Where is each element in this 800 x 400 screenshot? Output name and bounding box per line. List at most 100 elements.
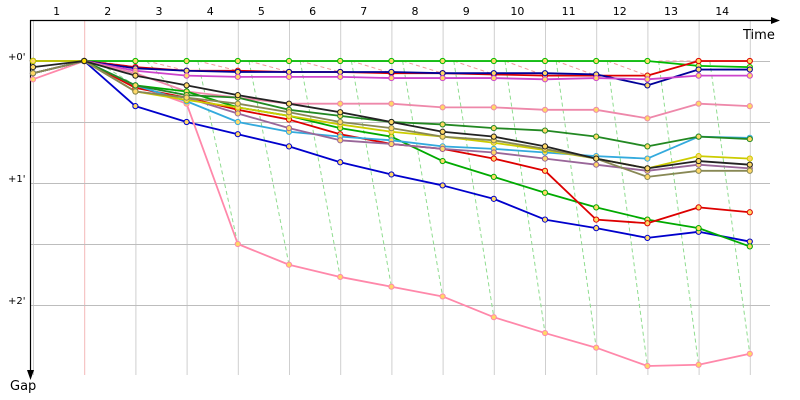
- data-point: [644, 76, 651, 83]
- data-point: [29, 76, 37, 83]
- data-point: [439, 128, 446, 135]
- data-point: [746, 66, 753, 73]
- data-point: [337, 109, 344, 116]
- data-point: [132, 82, 139, 89]
- data-point: [746, 135, 753, 143]
- data-point: [285, 109, 293, 116]
- data-point: [29, 64, 37, 71]
- data-point: [234, 100, 241, 107]
- data-point: [183, 94, 190, 101]
- data-point: [490, 104, 497, 111]
- y-tick-label: +2': [8, 296, 26, 307]
- data-point: [439, 293, 446, 300]
- data-point: [388, 118, 395, 126]
- data-point: [746, 57, 753, 65]
- data-point: [388, 100, 395, 107]
- data-point: [746, 243, 753, 250]
- lap-link-line: [453, 60, 494, 75]
- data-point: [541, 57, 549, 65]
- data-point: [746, 103, 753, 110]
- data-point: [541, 216, 549, 223]
- data-point: [388, 171, 395, 178]
- data-point: [183, 118, 190, 126]
- data-point: [183, 82, 190, 89]
- data-point: [132, 72, 139, 79]
- x-tick-label: 2: [104, 5, 111, 18]
- data-point: [388, 57, 395, 65]
- data-point: [439, 104, 446, 111]
- data-point: [337, 137, 344, 144]
- data-point: [234, 57, 241, 65]
- y-axis-title: Gap: [10, 379, 36, 394]
- lap-link-line: [299, 60, 341, 278]
- data-point: [183, 57, 190, 65]
- data-point: [541, 70, 549, 77]
- data-point: [746, 209, 753, 216]
- data-point: [234, 110, 241, 117]
- lap-link-line: [504, 60, 546, 334]
- data-point: [644, 57, 651, 65]
- y-axis-arrow-icon: [27, 370, 34, 380]
- data-point: [439, 157, 446, 165]
- lap-link-line: [709, 60, 751, 354]
- data-point: [234, 73, 241, 80]
- x-tick-label: 7: [360, 5, 367, 18]
- data-point: [234, 118, 241, 126]
- data-point: [644, 82, 651, 89]
- data-point: [746, 155, 753, 162]
- x-tick-label: 6: [309, 5, 316, 18]
- data-point: [695, 133, 702, 140]
- data-point: [439, 182, 446, 189]
- data-point: [183, 72, 190, 79]
- data-point: [695, 72, 702, 79]
- data-point: [644, 362, 651, 370]
- data-point: [593, 344, 600, 351]
- data-point: [593, 161, 600, 168]
- data-point: [746, 72, 753, 79]
- x-tick-label: 1: [53, 5, 60, 18]
- data-point: [285, 261, 293, 268]
- x-tick-label: 12: [613, 5, 627, 18]
- points-group: [29, 57, 753, 370]
- data-point: [337, 73, 344, 80]
- data-point: [29, 70, 37, 77]
- data-point: [644, 143, 651, 150]
- data-point: [593, 57, 600, 65]
- data-point: [337, 273, 344, 281]
- data-point: [644, 115, 651, 122]
- data-point: [439, 57, 446, 65]
- data-point: [695, 361, 702, 368]
- data-point: [285, 143, 293, 150]
- x-tick-label: 10: [510, 5, 524, 18]
- data-point: [132, 57, 139, 65]
- data-point: [490, 155, 497, 162]
- data-point: [644, 155, 651, 162]
- lap-link-line: [556, 60, 597, 77]
- data-point: [337, 57, 344, 65]
- data-point: [490, 125, 497, 132]
- data-point: [439, 121, 446, 128]
- lap-link-line: [402, 60, 443, 74]
- data-point: [695, 167, 702, 174]
- data-point: [644, 234, 651, 241]
- data-point: [234, 131, 241, 138]
- data-point: [490, 133, 497, 140]
- x-tick-label: 13: [664, 5, 678, 18]
- lapped-links: [95, 60, 751, 367]
- data-point: [132, 103, 139, 110]
- data-point: [695, 57, 702, 65]
- data-point: [593, 216, 600, 223]
- data-point: [541, 106, 549, 113]
- data-point: [593, 225, 600, 232]
- data-point: [541, 127, 549, 134]
- lap-link-line: [300, 60, 341, 73]
- data-point: [234, 92, 241, 99]
- data-point: [439, 145, 446, 152]
- data-point: [388, 74, 395, 82]
- data-point: [337, 118, 344, 126]
- lap-link-line: [248, 60, 290, 265]
- data-point: [29, 57, 37, 65]
- data-point: [490, 149, 497, 156]
